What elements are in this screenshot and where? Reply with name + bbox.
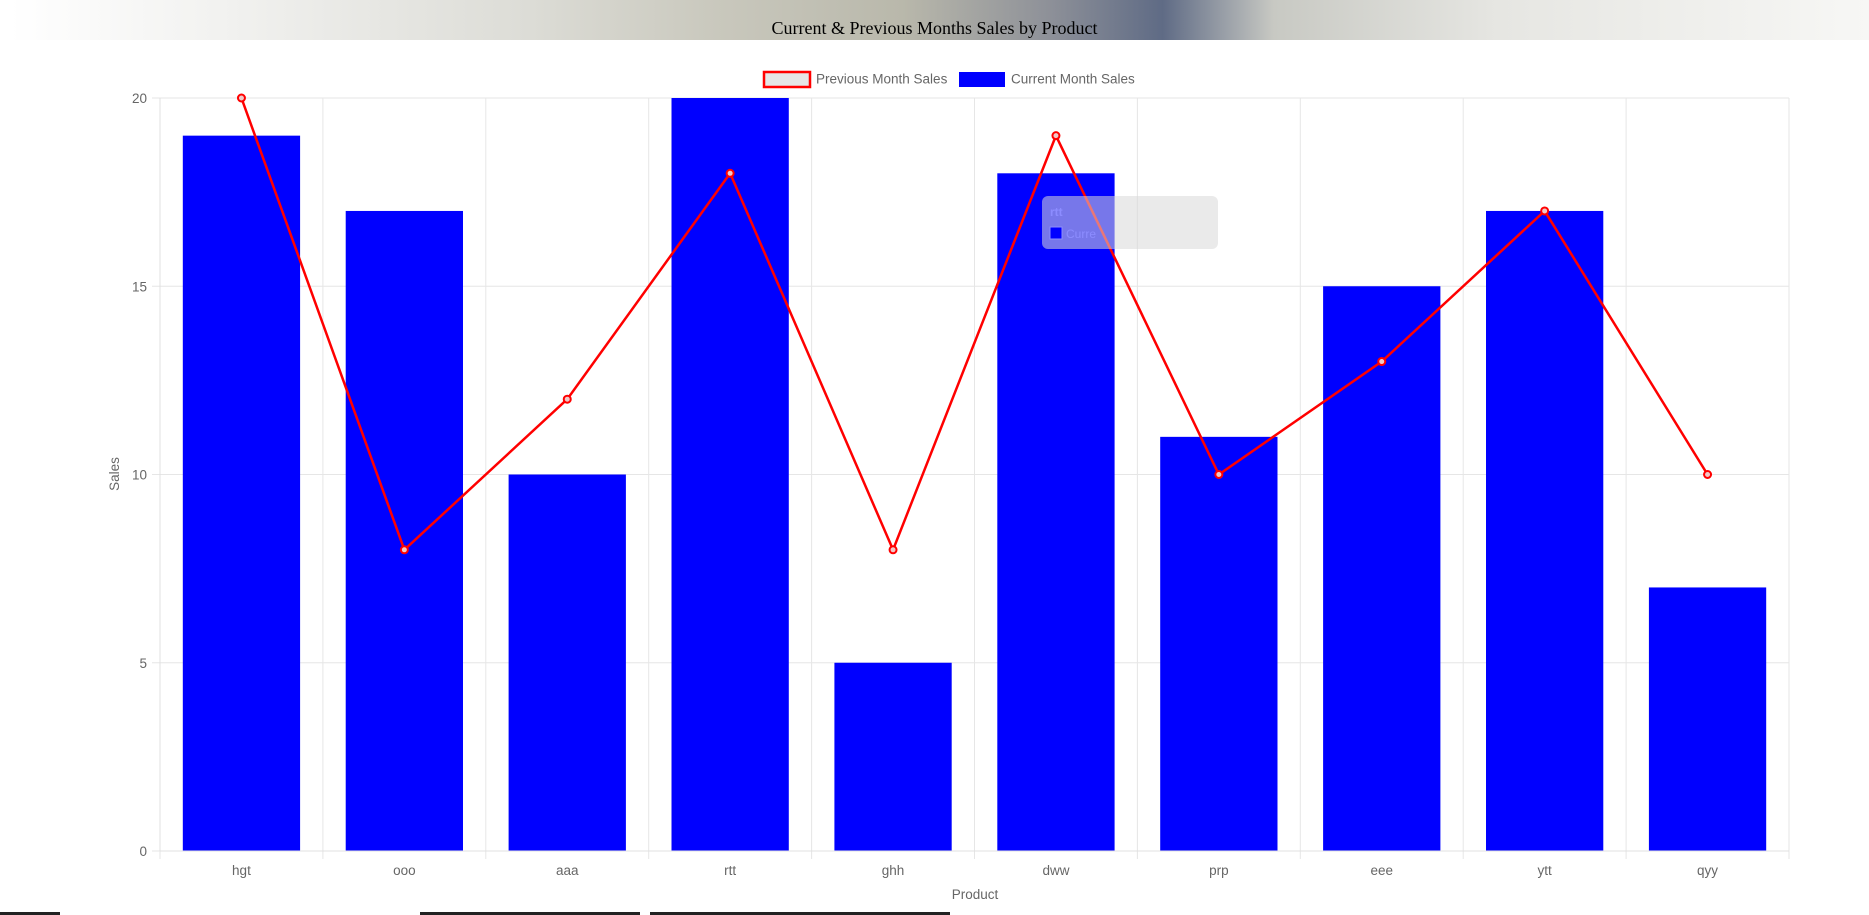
tooltip: rtt Curre	[1042, 196, 1218, 249]
y-axis-label: Sales	[107, 457, 122, 491]
point-previous-ghh	[888, 545, 898, 555]
y-tick-label: 20	[132, 91, 147, 106]
point-previous-qyy	[1703, 470, 1713, 479]
point-previous-dww	[1051, 131, 1061, 141]
header-banner	[10, 0, 1869, 40]
bar-current-eee	[1323, 286, 1441, 851]
bar-current-hgt	[182, 135, 301, 851]
page-title: Current & Previous Months Sales by Produ…	[771, 18, 1098, 38]
bottom-strip-mid	[420, 912, 640, 915]
tooltip-swatch	[1049, 226, 1063, 240]
x-tick-label: prp	[1209, 863, 1229, 878]
point-previous-rtt	[725, 168, 735, 178]
x-tick-label: eee	[1370, 863, 1393, 878]
x-tick-label: ooo	[393, 863, 416, 878]
x-tick-label: dww	[1042, 863, 1069, 878]
x-axis-label: Product	[952, 887, 999, 902]
tooltip-box	[1042, 196, 1218, 249]
bars	[182, 98, 1767, 852]
legend-label-previous[interactable]: Previous Month Sales	[816, 72, 948, 87]
bottom-strip-right	[650, 912, 950, 915]
y-tick-label: 0	[139, 844, 147, 859]
legend-swatch-current[interactable]	[959, 72, 1005, 87]
legend-swatch-previous[interactable]	[762, 70, 812, 89]
x-tick-label: aaa	[556, 863, 579, 878]
x-tick-label: ghh	[882, 863, 905, 878]
x-tick-label: rtt	[724, 863, 736, 878]
y-tick-label: 5	[139, 656, 147, 671]
bar-current-rtt	[671, 98, 789, 851]
bar-current-qyy	[1648, 587, 1767, 851]
axes: 0 5 10 15 20 hgt ooo aaa rtt ghh dww prp eee ytt qyy	[132, 91, 1789, 878]
legend-label-current[interactable]: Current Month Sales	[1011, 72, 1135, 87]
point-previous-hgt	[236, 93, 246, 103]
point-previous-aaa	[562, 394, 572, 404]
y-tick-label: 10	[132, 468, 147, 483]
tooltip-label: Curre	[1066, 227, 1096, 241]
point-previous-eee	[1377, 357, 1387, 367]
legend: Previous Month Sales Current Month Sales	[762, 70, 1135, 89]
x-tick-label: ytt	[1538, 863, 1553, 878]
previous-month-line	[236, 93, 1713, 555]
bar-current-ytt	[1486, 210, 1604, 851]
previous-month-series-line	[240, 97, 1709, 554]
bar-current-prp	[1160, 436, 1278, 851]
bottom-strip-left	[0, 912, 60, 915]
bar-current-aaa	[508, 474, 626, 851]
x-tick-label: qyy	[1697, 863, 1718, 878]
y-tick-label: 15	[132, 279, 147, 294]
bar-current-ghh	[834, 662, 952, 851]
point-previous-prp	[1214, 470, 1224, 479]
point-previous-ooo	[399, 545, 409, 555]
x-tick-label: hgt	[232, 863, 251, 878]
point-previous-ytt	[1540, 206, 1550, 216]
tooltip-title: rtt	[1050, 205, 1063, 219]
bar-current-dww	[997, 173, 1115, 852]
bar-current-ooo	[345, 210, 463, 851]
